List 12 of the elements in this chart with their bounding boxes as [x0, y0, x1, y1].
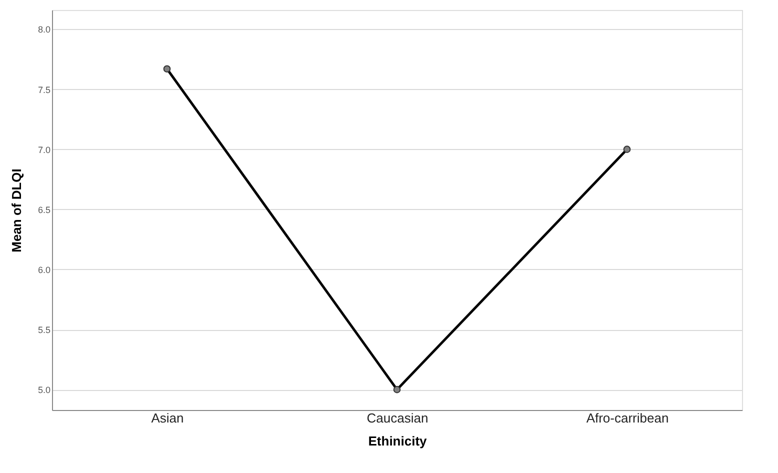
- y-tick-label: 6.5: [38, 204, 50, 215]
- y-axis-title: Mean of DLQI: [8, 168, 24, 252]
- x-tick-label: Afro-carribean: [586, 410, 669, 426]
- x-tick-label: Caucasian: [366, 410, 428, 426]
- y-tick-label: 7.5: [38, 84, 50, 95]
- y-tick-label: 5.5: [38, 325, 50, 336]
- x-axis-title: Ethinicity: [368, 434, 428, 448]
- y-tick-label: 8.0: [38, 24, 50, 35]
- y-tick-label: 7.0: [38, 144, 50, 155]
- y-tick-label: 5.0: [38, 385, 50, 396]
- y-tick-label: 6.0: [38, 264, 50, 275]
- x-tick-label: Asian: [151, 410, 184, 426]
